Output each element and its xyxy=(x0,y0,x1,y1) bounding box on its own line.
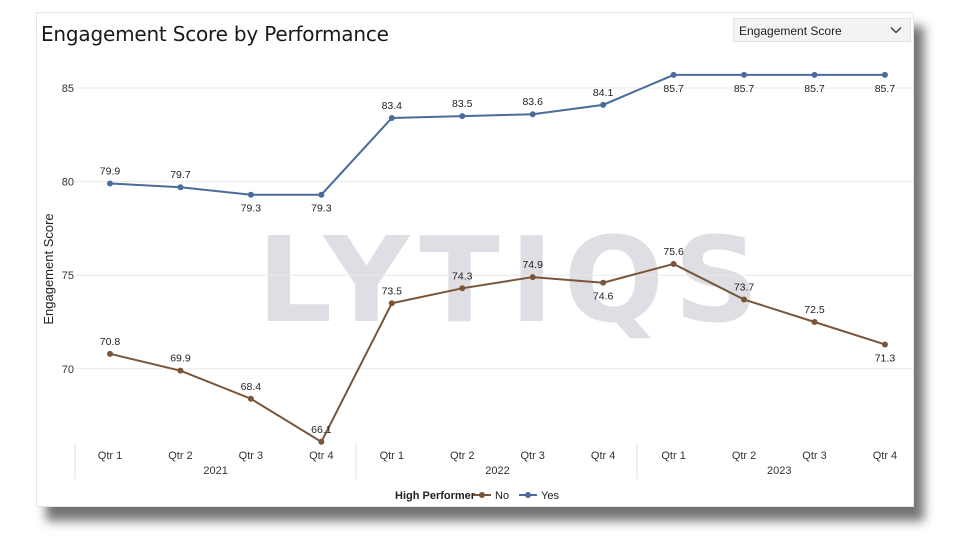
data-point-no xyxy=(107,350,113,357)
data-label-no: 69.9 xyxy=(170,353,191,365)
data-point-yes xyxy=(600,101,607,108)
data-label-yes: 79.3 xyxy=(241,203,262,215)
x-tick-label: Qtr 2 xyxy=(450,450,474,462)
x-tick-label: Qtr 3 xyxy=(239,450,263,462)
data-point-yes xyxy=(811,71,818,78)
data-point-yes xyxy=(388,114,395,121)
data-label-no: 66.1 xyxy=(311,424,332,436)
watermark-logo: LYTIQS xyxy=(257,211,769,349)
data-point-no xyxy=(529,274,536,281)
data-label-no: 74.3 xyxy=(452,270,473,282)
data-point-yes xyxy=(459,113,466,120)
chart-card: Engagement Score by Performance Engageme… xyxy=(36,12,914,507)
data-point-yes xyxy=(177,184,184,191)
legend-marker-no xyxy=(479,492,485,498)
measure-dropdown[interactable]: Engagement Score xyxy=(733,18,911,42)
x-tick-label: Qtr 2 xyxy=(168,450,192,462)
data-point-no xyxy=(741,296,748,303)
y-tick-label: 70 xyxy=(62,364,74,376)
data-label-yes: 85.7 xyxy=(875,83,896,95)
data-point-no xyxy=(881,341,888,348)
x-year-label: 2022 xyxy=(485,465,509,477)
data-point-no xyxy=(811,319,818,325)
x-tick-label: Qtr 4 xyxy=(591,450,615,462)
legend-label-yes: Yes xyxy=(541,490,559,502)
x-tick-label: Qtr 1 xyxy=(98,450,122,462)
series-line-yes xyxy=(109,73,885,196)
data-label-yes: 85.7 xyxy=(804,83,825,95)
data-point-yes xyxy=(107,180,113,187)
legend-marker-yes xyxy=(525,492,531,498)
data-label-no: 75.6 xyxy=(663,246,684,258)
x-tick-label: Qtr 3 xyxy=(520,450,544,462)
x-tick-label: Qtr 1 xyxy=(380,450,404,462)
x-tick-label: Qtr 1 xyxy=(661,450,685,462)
data-point-no xyxy=(247,395,254,402)
data-point-no xyxy=(318,438,325,445)
data-label-no: 70.8 xyxy=(100,336,121,348)
data-label-yes: 79.7 xyxy=(170,169,191,181)
data-point-no xyxy=(177,367,184,374)
data-label-no: 74.6 xyxy=(593,291,614,303)
data-label-yes: 83.4 xyxy=(382,100,403,112)
data-point-yes xyxy=(881,71,888,78)
data-label-yes: 85.7 xyxy=(663,83,684,95)
data-label-no: 73.7 xyxy=(734,282,755,294)
data-point-no xyxy=(388,300,395,307)
data-label-no: 71.3 xyxy=(875,352,896,364)
data-point-yes xyxy=(247,191,254,198)
data-label-yes: 83.5 xyxy=(452,98,473,110)
data-label-no: 74.9 xyxy=(522,259,543,271)
legend-label-no: No xyxy=(495,490,509,502)
x-year-label: 2023 xyxy=(767,465,791,477)
y-tick-label: 85 xyxy=(62,83,74,95)
x-tick-label: Qtr 4 xyxy=(309,450,333,462)
data-point-yes xyxy=(741,71,748,78)
y-axis-title: Engagement Score xyxy=(41,213,56,324)
data-point-yes xyxy=(670,71,677,78)
y-tick-label: 75 xyxy=(62,270,74,282)
x-year-label: 2021 xyxy=(203,465,227,477)
data-label-yes: 85.7 xyxy=(734,83,755,95)
x-tick-label: Qtr 4 xyxy=(873,450,897,462)
chevron-down-icon xyxy=(890,27,902,34)
data-label-no: 72.5 xyxy=(804,304,825,316)
data-point-no xyxy=(670,260,677,267)
data-point-no xyxy=(600,279,607,286)
data-label-no: 68.4 xyxy=(241,381,262,393)
data-label-no: 73.5 xyxy=(382,285,403,297)
data-label-yes: 79.9 xyxy=(100,165,121,177)
y-tick-label: 80 xyxy=(62,177,74,189)
dropdown-selected-value: Engagement Score xyxy=(739,24,842,38)
data-label-yes: 83.6 xyxy=(522,96,543,108)
data-label-yes: 84.1 xyxy=(593,87,614,99)
x-tick-label: Qtr 3 xyxy=(802,450,826,462)
watermark-tm: TM xyxy=(700,307,725,325)
series-line-no xyxy=(109,262,886,444)
legend-title: High Performer xyxy=(395,490,476,502)
x-tick-label: Qtr 2 xyxy=(732,450,756,462)
data-point-yes xyxy=(529,111,536,118)
page-title: Engagement Score by Performance xyxy=(41,22,389,46)
data-label-yes: 79.3 xyxy=(311,203,332,215)
data-point-yes xyxy=(318,191,325,198)
data-point-no xyxy=(459,285,466,292)
